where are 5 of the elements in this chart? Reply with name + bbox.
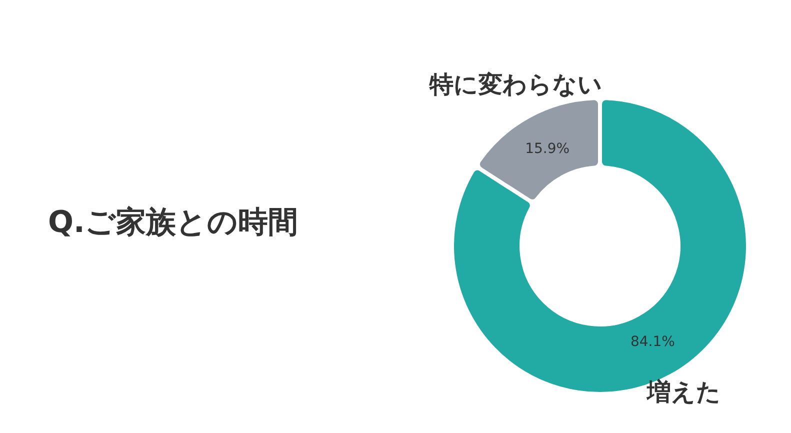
- data-label: 84.1%: [630, 334, 675, 350]
- text: Q.ご家族との時間: [48, 204, 298, 242]
- slice-label: 増えた: [646, 378, 721, 406]
- data-label: 15.9%: [525, 141, 570, 158]
- slice-label: 特に変わらない: [428, 70, 603, 99]
